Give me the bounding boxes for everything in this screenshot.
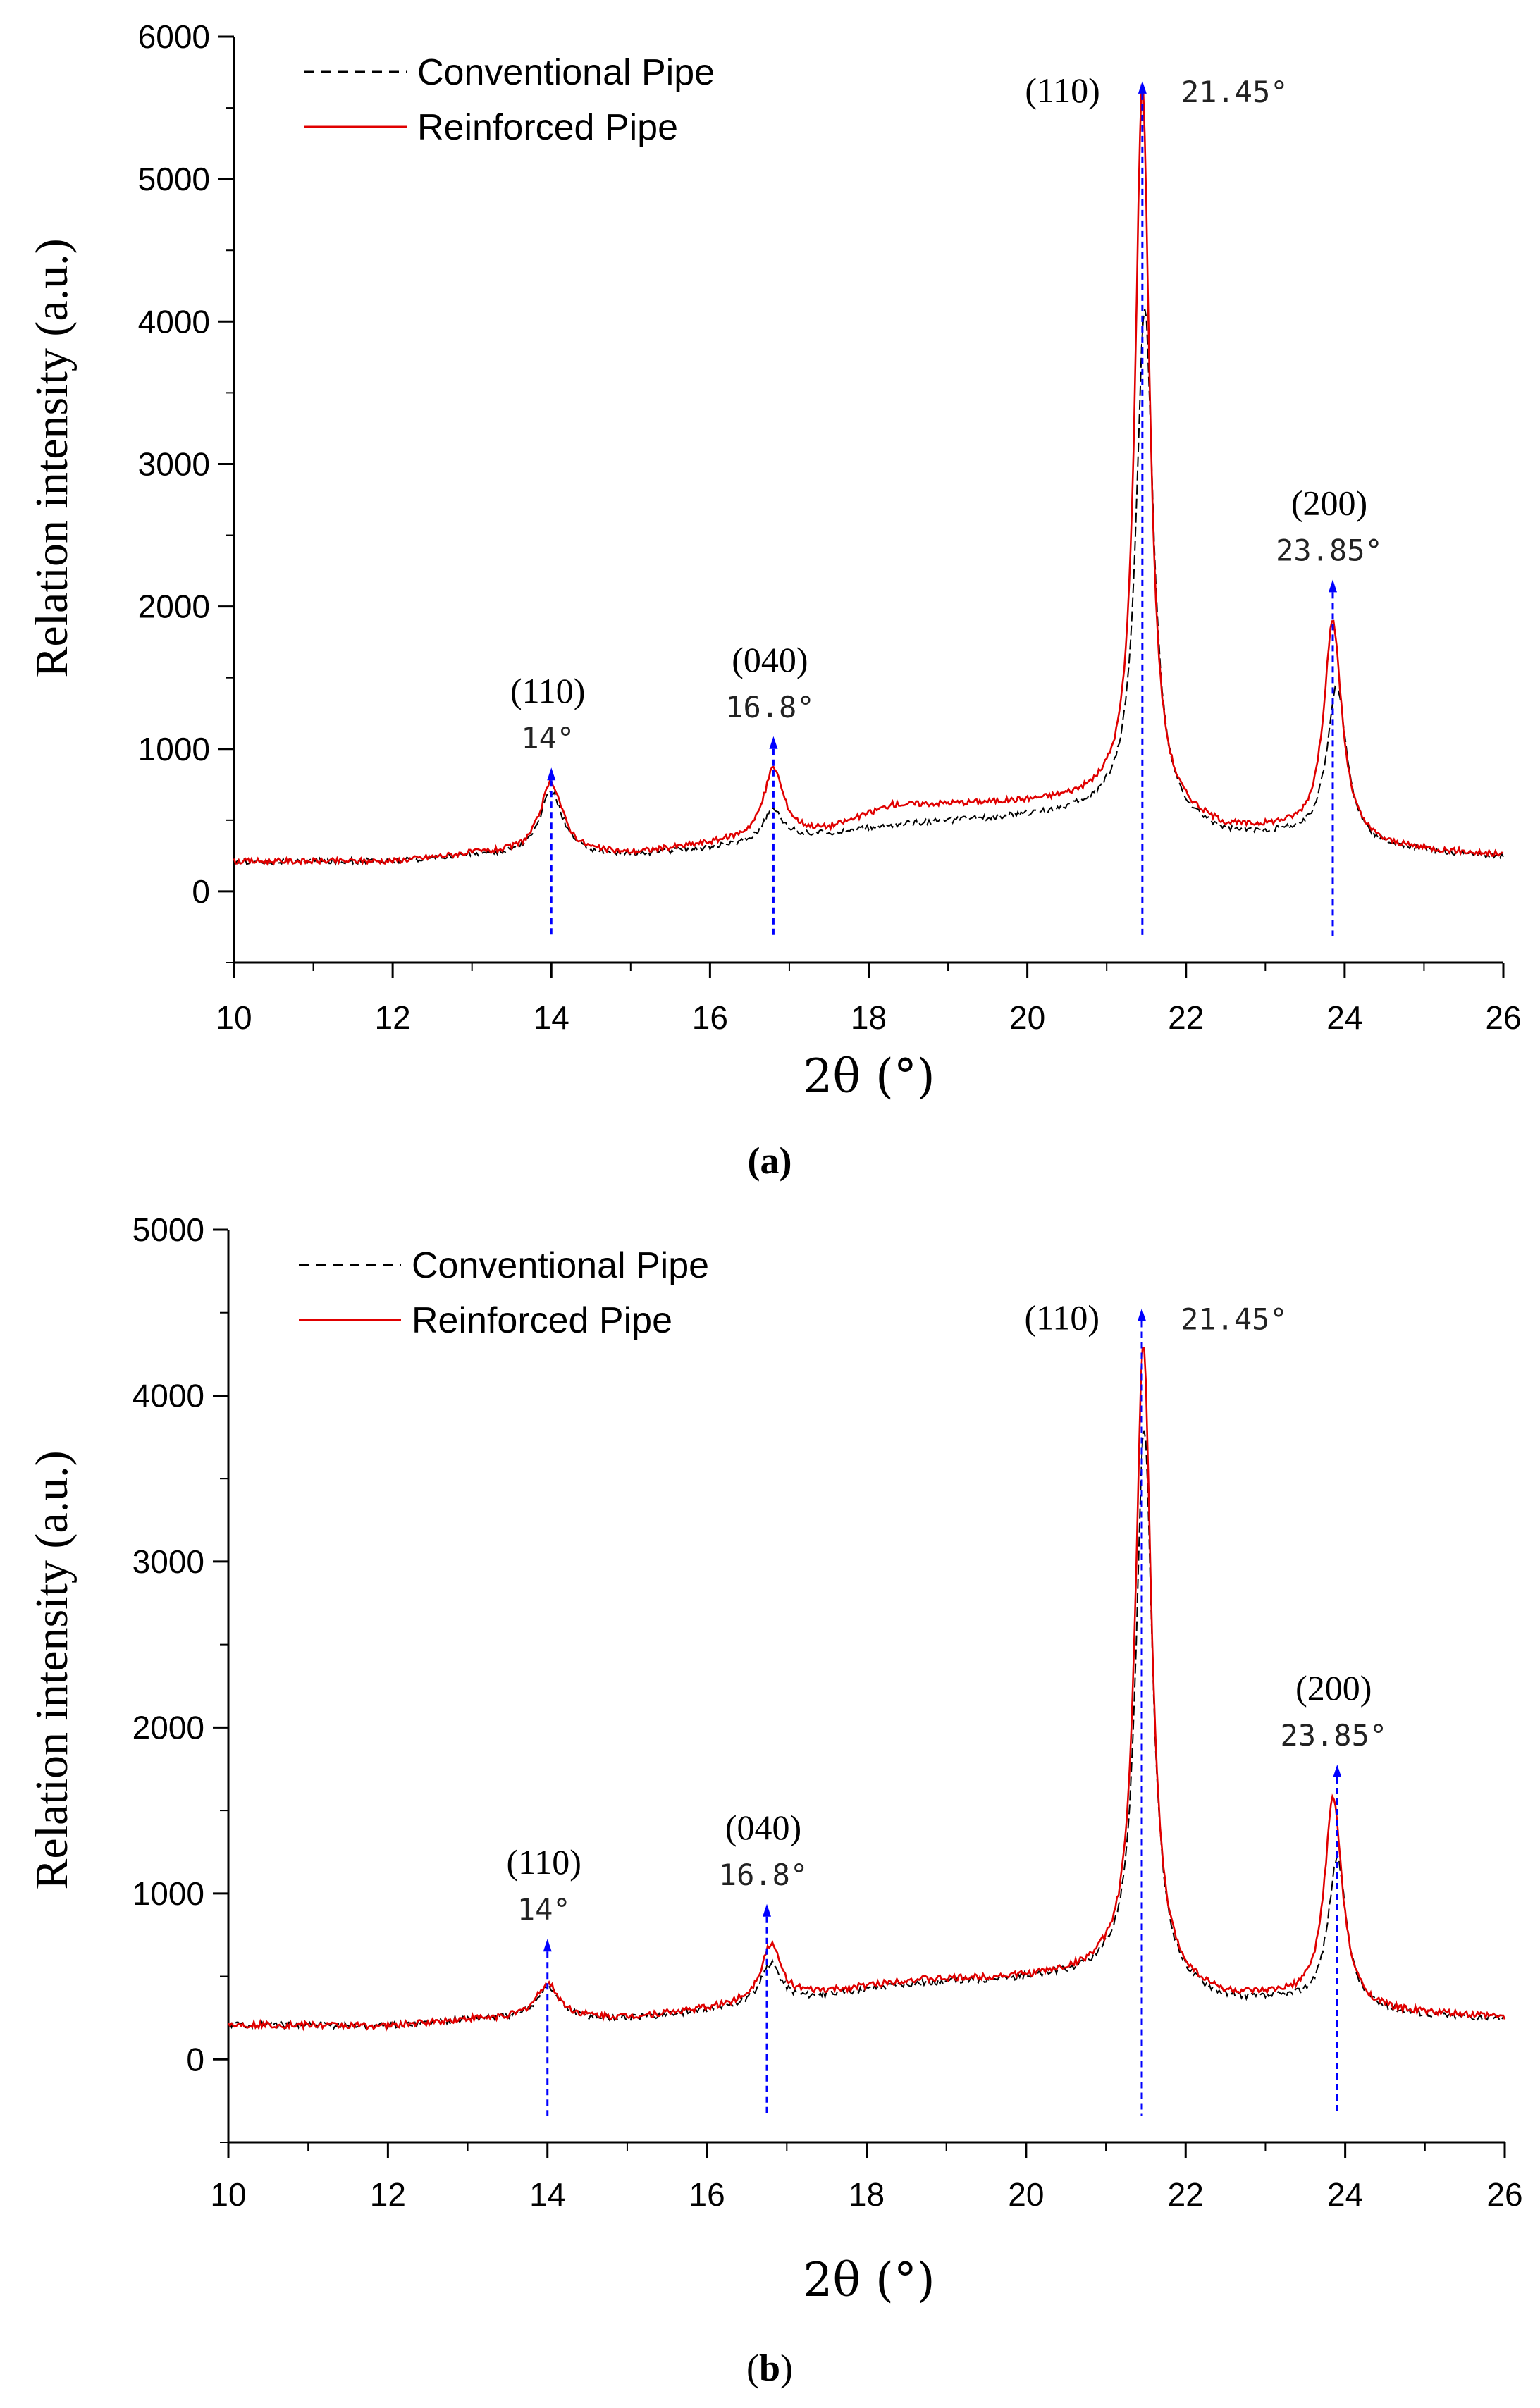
panel-b-peak-hkl-label: (200) bbox=[1295, 1668, 1372, 1708]
panel-a-peak-arrow-icon bbox=[547, 767, 556, 781]
panel-b-x-tick-label: 16 bbox=[689, 2176, 725, 2213]
panel-b-y-tick-label: 4000 bbox=[133, 1377, 204, 1414]
panel-a-y-tick-label: 2000 bbox=[138, 588, 210, 625]
panel-b-peak-hkl-label: (110) bbox=[507, 1842, 581, 1882]
panel-b-x-tick-label: 14 bbox=[529, 2176, 565, 2213]
panel-b-reinforced-pipe-line bbox=[227, 1346, 1506, 2032]
panel-b-x-tick-label: 20 bbox=[1008, 2176, 1044, 2213]
panel-a-x-tick-label: 22 bbox=[1168, 999, 1204, 1036]
panel-b-peak-arrow-icon bbox=[763, 1903, 772, 1917]
panel-a-legend-label: Reinforced Pipe bbox=[417, 107, 678, 148]
panel-a-peak-arrow-icon bbox=[769, 736, 778, 749]
panel-a-annotations: (110) 14° (040) 16.8° (110) 21.45° (200) 23.85° bbox=[510, 70, 1383, 936]
panel-a-peak-angle-label: 21.45° bbox=[1181, 75, 1288, 109]
panel-b-legend-label: Conventional Pipe bbox=[412, 1245, 709, 1286]
panel-b-y-tick-label: 2000 bbox=[133, 1709, 204, 1746]
panel-a-x-axis-title: 2θ (°) bbox=[803, 1049, 935, 1104]
panel-a-y-axis-title: Relation intensity (a.u.) bbox=[26, 238, 78, 677]
panel-b-peak-arrow-icon bbox=[1333, 1765, 1342, 1777]
panel-a-x-tick-label: 24 bbox=[1326, 999, 1362, 1036]
panel-a-peak-arrow-icon bbox=[1328, 579, 1337, 593]
panel-b-y-axis-title: Relation intensity (a.u.) bbox=[26, 1450, 78, 1889]
panel-a-y-tick-label: 4000 bbox=[138, 303, 210, 340]
panel-a-y-tick-label: 5000 bbox=[138, 161, 210, 197]
panel-a-peak-angle-label: 14° bbox=[521, 721, 574, 755]
panel-a-peak-hkl-label: (110) bbox=[1025, 70, 1099, 110]
panel-b-legend: Conventional Pipe Reinforced Pipe bbox=[299, 1245, 709, 1341]
panel-a-x-tick-label: 20 bbox=[1009, 999, 1045, 1036]
panel-a-legend: Conventional Pipe Reinforced Pipe bbox=[304, 52, 715, 148]
panel-b-peak-hkl-label: (110) bbox=[1025, 1298, 1099, 1338]
panel-b-axes: 10 12 14 16 18 20 22 24 26 0 1000 2000 3000 4000 5000 bbox=[133, 1211, 1523, 2213]
xrd-panel-b: 10 12 14 16 18 20 22 24 26010002000300040005000 … bbox=[26, 1211, 1523, 2389]
panel-b-x-tick-label: 10 bbox=[210, 2176, 246, 2213]
panel-a-y-tick-label: 1000 bbox=[138, 731, 210, 767]
panel-b-y-tick-label: 1000 bbox=[133, 1875, 204, 1912]
panel-a-peak-hkl-label: (040) bbox=[732, 640, 808, 679]
panel-a-y-tick-label: 6000 bbox=[138, 18, 210, 55]
panel-b-series bbox=[227, 1346, 1506, 2032]
panel-a-y-tick-label: 0 bbox=[192, 873, 210, 910]
panel-b-annotations: (110) 14° (040) 16.8° (110) 21.45° (200) 23.85° bbox=[507, 1298, 1387, 2116]
panel-b-y-tick-label: 3000 bbox=[133, 1543, 204, 1580]
panel-b-x-tick-label: 18 bbox=[849, 2176, 885, 2213]
panel-a-reinforced-pipe-line bbox=[233, 84, 1504, 867]
panel-b-peak-hkl-label: (040) bbox=[725, 1808, 801, 1847]
panel-b-legend-label: Reinforced Pipe bbox=[412, 1300, 672, 1341]
panel-b-x-tick-label: 12 bbox=[370, 2176, 406, 2213]
panel-a-series bbox=[233, 84, 1504, 867]
panel-a-peak-angle-label: 23.85° bbox=[1276, 533, 1383, 567]
panel-a-x-tick-label: 16 bbox=[692, 999, 728, 1036]
panel-a-axes: 10 12 14 16 18 20 22 24 26 0 1000 2000 3000 4000 5000 6… bbox=[138, 18, 1522, 1036]
panel-b-x-tick-label: 24 bbox=[1327, 2176, 1363, 2213]
xrd-panel-a: 10 12 14 16 18 20 22 24 26 0 1000 2000 3000 4000 5000 6… bbox=[26, 18, 1522, 1182]
panel-b-peak-arrow-icon bbox=[1137, 1308, 1146, 1321]
panel-b-y-tick-label: 5000 bbox=[133, 1211, 204, 1248]
panel-a-peak-angle-label: 16.8° bbox=[725, 690, 814, 724]
panel-a-peak-hkl-label: (200) bbox=[1291, 483, 1367, 522]
panel-a-x-tick-label: 14 bbox=[534, 999, 569, 1036]
panel-b-caption-label: b bbox=[759, 2347, 780, 2389]
panel-b-peak-arrow-icon bbox=[543, 1939, 552, 1952]
panel-b-x-axis-title: 2θ (°) bbox=[803, 2253, 935, 2307]
panel-b-y-tick-label: 0 bbox=[186, 2041, 204, 2077]
panel-a-caption-label: a bbox=[760, 1140, 780, 1182]
panel-a-x-tick-label: 10 bbox=[216, 999, 252, 1036]
panel-b-peak-angle-label: 16.8° bbox=[719, 1858, 808, 1892]
panel-a-x-tick-label: 18 bbox=[851, 999, 887, 1036]
panel-b-x-tick-label: 22 bbox=[1168, 2176, 1204, 2213]
panel-b-peak-angle-label: 21.45° bbox=[1181, 1302, 1288, 1337]
panel-b-caption: (b) bbox=[746, 2347, 793, 2389]
panel-b-peak-angle-label: 23.85° bbox=[1280, 1718, 1387, 1753]
panel-a-x-tick-label: 26 bbox=[1485, 999, 1521, 1036]
panel-a-peak-arrow-icon bbox=[1138, 80, 1147, 94]
panel-a-y-tick-label: 3000 bbox=[138, 445, 210, 482]
panel-a-x-tick-label: 12 bbox=[375, 999, 411, 1036]
panel-b-x-tick-label: 26 bbox=[1486, 2176, 1522, 2213]
panel-a-caption: (a) bbox=[748, 1140, 792, 1182]
panel-a-conventional-pipe-line bbox=[233, 309, 1504, 866]
panel-a-legend-label: Conventional Pipe bbox=[417, 52, 715, 93]
panel-b-peak-angle-label: 14° bbox=[517, 1892, 571, 1927]
panel-a-peak-hkl-label: (110) bbox=[510, 671, 585, 710]
